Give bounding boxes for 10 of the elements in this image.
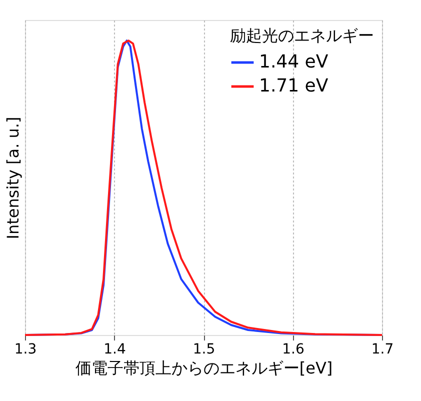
y-axis-title: Intensity [a. u.] [4,116,22,240]
x-tick-label: 1.7 [371,342,394,358]
x-axis-title: 価電子帯頂上からのエネルギー[eV] [75,358,333,378]
x-tick-label: 1.5 [192,342,216,358]
legend-label: 1.44 eV [259,52,329,72]
legend-title: 励起光のエネルギー [230,26,374,45]
x-tick-label: 1.4 [104,342,126,358]
legend-label: 1.71 eV [259,76,329,96]
x-tick-label: 1.6 [282,342,304,358]
x-tick-label: 1.3 [14,342,37,358]
